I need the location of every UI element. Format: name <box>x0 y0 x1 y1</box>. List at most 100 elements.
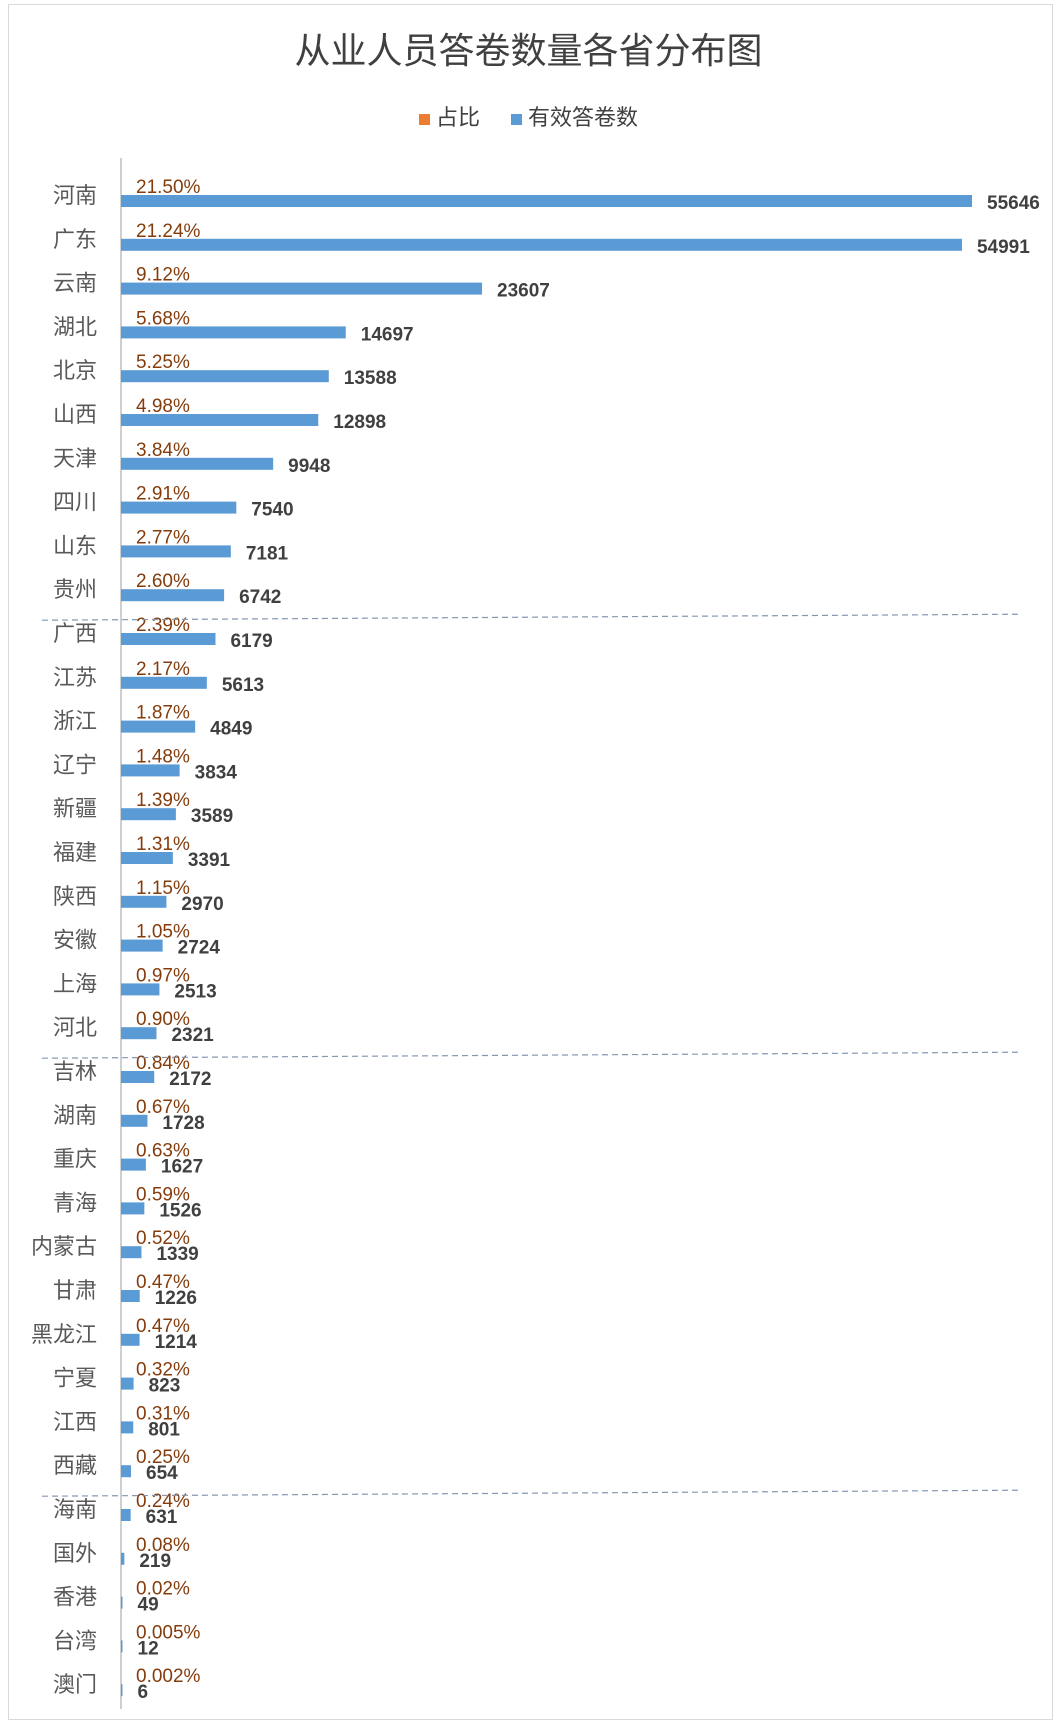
share-label: 0.25% <box>136 1447 190 1468</box>
count-label: 6179 <box>230 631 272 652</box>
share-label: 0.52% <box>136 1228 190 1249</box>
count-label: 654 <box>146 1463 178 1484</box>
share-label: 0.24% <box>136 1491 190 1512</box>
share-label: 1.05% <box>136 922 190 943</box>
share-label: 0.02% <box>136 1579 190 1600</box>
category-label: 安徽 <box>53 929 97 954</box>
count-label: 801 <box>148 1419 180 1440</box>
count-bar <box>121 852 173 864</box>
group-divider <box>41 1051 1021 1059</box>
share-label: 0.59% <box>136 1184 190 1205</box>
count-label: 219 <box>139 1551 171 1572</box>
share-label: 21.50% <box>136 177 201 198</box>
share-label: 5.25% <box>136 352 190 373</box>
share-label: 1.31% <box>136 834 190 855</box>
count-bar <box>121 195 972 207</box>
count-bar <box>121 1552 125 1565</box>
count-label: 2970 <box>181 894 223 915</box>
category-label: 黑龙江 <box>31 1323 97 1348</box>
count-label: 54991 <box>977 237 1030 258</box>
count-label: 1226 <box>155 1288 197 1309</box>
share-label: 0.47% <box>136 1272 190 1293</box>
category-label: 天津 <box>53 447 97 472</box>
category-label: 吉林 <box>53 1060 97 1085</box>
share-label: 0.31% <box>136 1403 190 1424</box>
share-label: 0.84% <box>136 1053 190 1074</box>
count-bar <box>121 238 962 251</box>
category-label: 国外 <box>53 1542 97 1567</box>
chart-title: 从业人员答卷数量各省分布图 <box>294 31 763 72</box>
category-label: 河北 <box>53 1016 97 1041</box>
category-label: 陕西 <box>53 885 97 910</box>
count-bar <box>121 414 319 426</box>
count-label: 12898 <box>333 412 386 433</box>
count-bar <box>121 1158 146 1171</box>
count-label: 823 <box>149 1376 181 1397</box>
category-label: 广东 <box>53 228 97 253</box>
share-label: 0.97% <box>136 965 190 986</box>
count-bar <box>121 1684 123 1697</box>
share-label: 0.002% <box>136 1666 201 1687</box>
category-label: 四川 <box>53 491 97 516</box>
count-label: 5613 <box>222 675 264 696</box>
count-bar <box>121 501 237 514</box>
count-label: 2172 <box>169 1069 211 1090</box>
category-label: 甘肃 <box>53 1279 97 1304</box>
count-label: 1627 <box>161 1157 203 1178</box>
count-bar <box>121 1202 145 1215</box>
share-label: 4.98% <box>136 396 190 417</box>
count-bar <box>121 939 163 952</box>
category-label: 台湾 <box>53 1629 97 1654</box>
count-label: 7540 <box>251 500 293 521</box>
count-label: 2513 <box>174 981 216 1002</box>
count-bar <box>121 633 216 645</box>
share-label: 1.87% <box>136 703 190 724</box>
legend-item-count: 有效答卷数 <box>511 100 638 132</box>
share-label: 3.84% <box>136 440 190 461</box>
count-bar <box>121 1509 131 1521</box>
count-label: 6742 <box>239 587 281 608</box>
count-bar <box>121 1377 134 1390</box>
category-label: 上海 <box>53 972 97 997</box>
count-bar <box>121 1333 140 1346</box>
category-label: 辽宁 <box>53 753 97 778</box>
count-bar <box>121 282 483 295</box>
share-label: 5.68% <box>136 308 190 329</box>
share-label: 0.08% <box>136 1535 190 1556</box>
category-label: 云南 <box>53 272 97 297</box>
count-label: 2321 <box>171 1025 214 1046</box>
legend: 占比 有效答卷数 <box>0 100 1057 132</box>
share-label: 2.77% <box>136 527 190 548</box>
count-bar <box>121 676 207 689</box>
count-label: 23607 <box>497 281 550 302</box>
count-bar <box>121 589 225 602</box>
category-label: 湖北 <box>53 315 97 340</box>
count-label: 14697 <box>361 324 414 345</box>
category-label: 浙江 <box>53 710 97 735</box>
category-label: 山东 <box>53 534 97 559</box>
count-label: 3834 <box>195 762 238 783</box>
share-label: 21.24% <box>136 221 201 242</box>
share-label: 1.15% <box>136 878 190 899</box>
count-bar <box>121 545 231 558</box>
category-label: 江西 <box>53 1410 97 1435</box>
share-label: 1.39% <box>136 790 190 811</box>
share-label: 2.91% <box>136 484 190 505</box>
share-label: 2.39% <box>136 615 190 636</box>
legend-swatch-count <box>511 113 522 125</box>
count-bar <box>121 1640 123 1653</box>
count-label: 1214 <box>155 1332 198 1353</box>
category-label: 广西 <box>53 622 97 647</box>
share-label: 9.12% <box>136 265 190 286</box>
count-label: 6 <box>138 1682 149 1703</box>
legend-label-count: 有效答卷数 <box>528 106 639 131</box>
category-label: 福建 <box>53 841 97 866</box>
count-bar <box>121 808 176 821</box>
category-label: 山西 <box>53 403 97 428</box>
share-label: 2.17% <box>136 659 190 680</box>
legend-item-share: 占比 <box>418 100 480 132</box>
count-bar <box>121 1596 123 1609</box>
count-label: 2724 <box>178 938 221 959</box>
share-label: 0.47% <box>136 1316 190 1337</box>
